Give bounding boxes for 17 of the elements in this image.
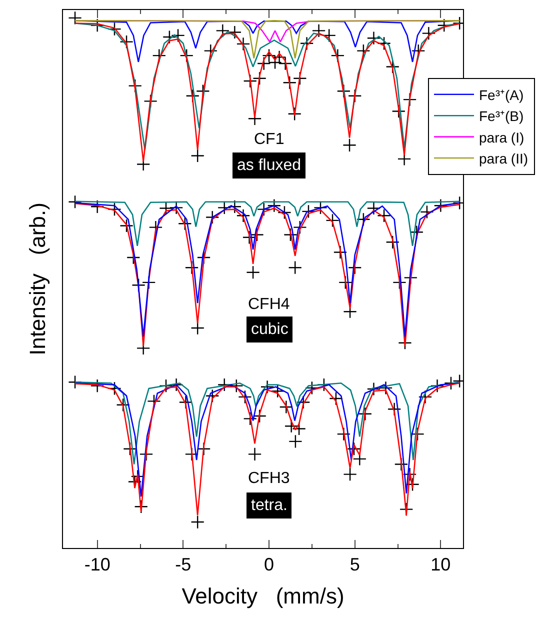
x-tick-label: 0 [264, 554, 274, 575]
x-tick-label: 5 [350, 554, 360, 575]
annotation: CFH3 [248, 470, 290, 487]
annotation: tetra. [251, 497, 288, 514]
y-axis-title: Intensity (arb.) [24, 202, 50, 356]
annotation: CFH4 [248, 296, 290, 313]
legend-label: para (I) [479, 129, 524, 146]
annotation: cubic [251, 321, 288, 338]
legend-label: Fe³⁺(B) [479, 108, 524, 124]
x-tick-label: -5 [175, 554, 192, 575]
annotation: as fluxed [237, 157, 302, 174]
annotation: CF1 [254, 131, 284, 148]
x-axis-title: Velocity (mm/s) [182, 584, 344, 608]
x-tick-label: -10 [84, 554, 110, 575]
legend-label: para (II) [479, 150, 528, 166]
x-tick-label: 10 [430, 554, 451, 575]
legend-label: Fe³⁺(A) [479, 86, 524, 103]
